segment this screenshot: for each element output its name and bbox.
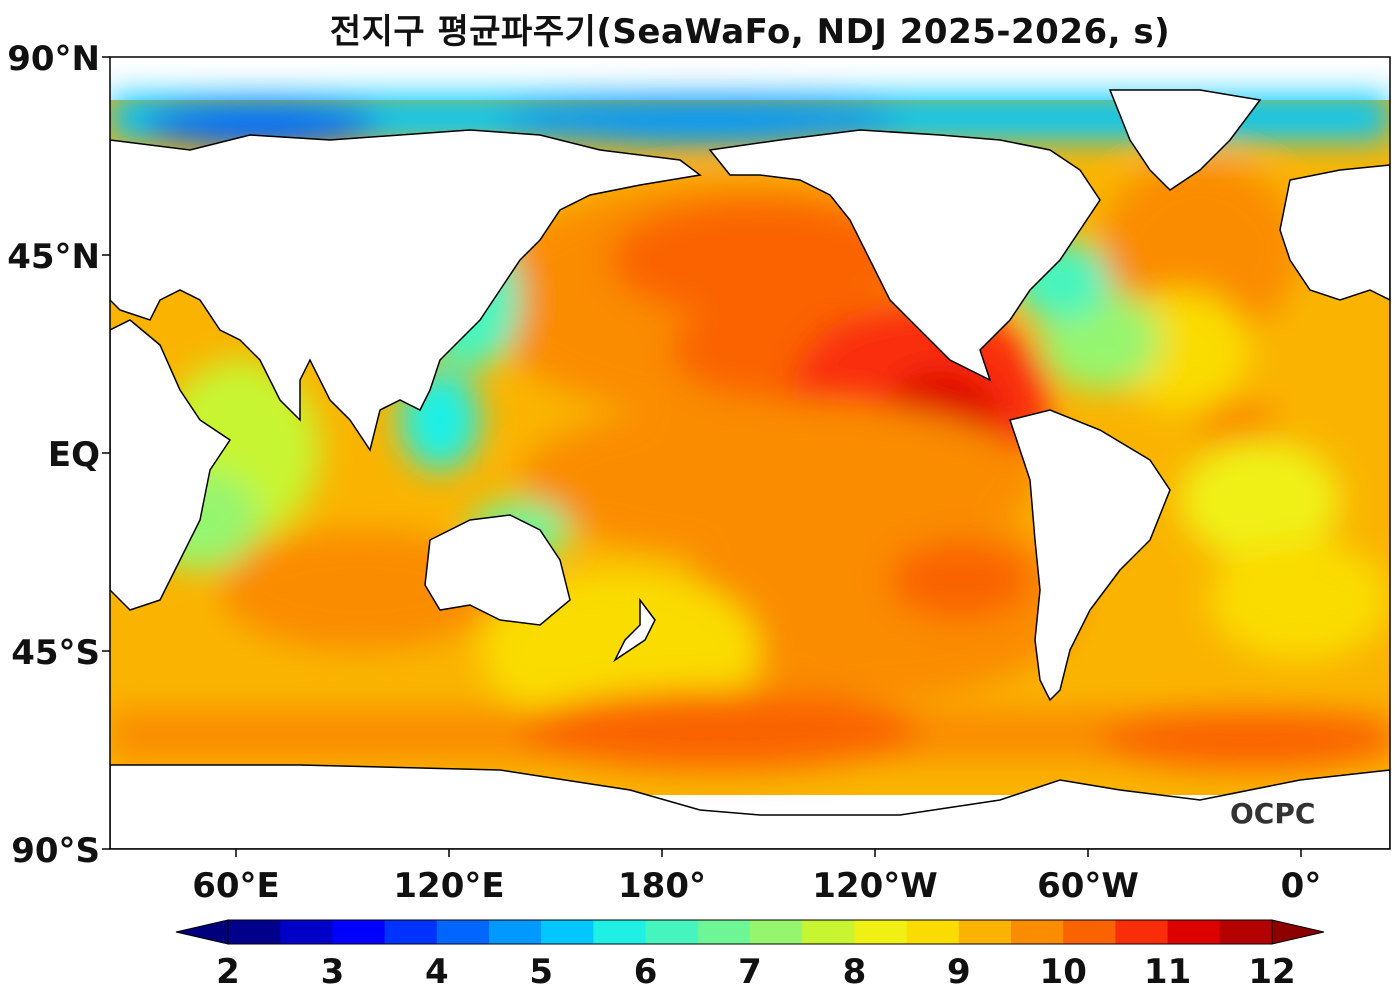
colorbar: 2 3 4 5 6 7 8 9 10 11 12 (175, 919, 1325, 992)
colorbar-swatch (958, 920, 1012, 944)
colorbar-extend-low (175, 919, 229, 945)
colorbar-tick-label: 7 (738, 952, 762, 992)
axis-ticks (102, 56, 1302, 857)
lon-label: 180° (618, 866, 706, 906)
lat-label: 45°S (11, 633, 100, 673)
colorbar-outline (227, 919, 1273, 945)
colorbar-swatch (697, 920, 751, 944)
colorbar-swatch (802, 920, 855, 944)
lat-label: 90°S (11, 831, 100, 871)
colorbar-tick-label: 2 (216, 952, 240, 992)
figure-title: 전지구 평균파주기(SeaWaFo, NDJ 2025-2026, s) (329, 12, 1171, 52)
colorbar-swatch (1115, 920, 1169, 944)
colorbar-tick-label: 9 (947, 952, 971, 992)
colorbar-swatch (541, 920, 594, 944)
lat-label: EQ (48, 435, 100, 475)
colorbar-swatch (436, 920, 490, 944)
lon-label: 0° (1281, 866, 1322, 906)
lon-labels: 60°E 120°E 180° 120°W 60°W 0° (192, 866, 1321, 906)
colorbar-tick-label: 3 (321, 952, 345, 992)
watermark-text: OCPC (1230, 797, 1315, 830)
colorbar-swatch (280, 920, 333, 944)
colorbar-swatch (384, 920, 438, 944)
lon-label: 60°E (192, 866, 280, 906)
colorbar-swatch (1011, 920, 1064, 944)
colorbar-swatch (228, 920, 281, 944)
colorbar-swatch (593, 920, 647, 944)
colorbar-tick-label: 6 (634, 952, 658, 992)
lon-label: 120°E (393, 866, 504, 906)
colorbar-tick-label: 10 (1040, 952, 1087, 992)
colorbar-swatch (750, 920, 803, 944)
colorbar-tick-label: 12 (1248, 952, 1295, 992)
wave-period-field (110, 57, 1390, 849)
colorbar-swatch (854, 920, 908, 944)
colorbar-swatch (1167, 920, 1221, 944)
colorbar-extend-high (1271, 919, 1325, 945)
lat-labels: 90°N 45°N EQ 45°S 90°S (7, 39, 100, 871)
colorbar-tick-label: 5 (529, 952, 553, 992)
colorbar-swatch (645, 920, 699, 944)
colorbar-tick-label: 11 (1144, 952, 1191, 992)
lon-label: 60°W (1037, 866, 1139, 906)
lat-label: 45°N (7, 237, 100, 277)
colorbar-swatch (332, 920, 386, 944)
colorbar-tick-label: 8 (843, 952, 867, 992)
lon-label: 120°W (812, 866, 937, 906)
colorbar-swatch (489, 920, 542, 944)
land-masses (110, 89, 1390, 849)
lat-label: 90°N (7, 39, 100, 79)
colorbar-swatch (1063, 920, 1116, 944)
colorbar-tick-label: 4 (425, 952, 449, 992)
colorbar-swatch (1219, 920, 1273, 944)
ocpc-logo: OCPC (1230, 797, 1315, 830)
colorbar-swatch (906, 920, 960, 944)
